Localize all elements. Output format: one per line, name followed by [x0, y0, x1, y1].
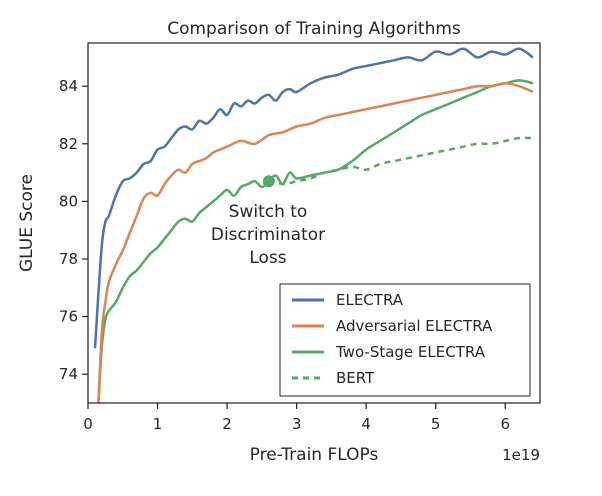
x-axis-multiplier: 1e19 — [502, 446, 540, 464]
y-tick-label: 76 — [59, 308, 78, 326]
y-tick-label: 84 — [59, 77, 78, 95]
legend-label-bert: BERT — [336, 369, 375, 387]
y-tick-label: 78 — [59, 250, 78, 268]
y-tick-label: 80 — [59, 192, 78, 210]
annotation-line: Loss — [249, 248, 286, 268]
annotation-line: Discriminator — [211, 225, 325, 245]
x-tick-label: 4 — [361, 415, 371, 433]
x-tick-label: 5 — [431, 415, 441, 433]
plot-frame — [87, 42, 541, 404]
x-axis-label: Pre-Train FLOPs — [250, 445, 379, 465]
y-tick-label: 74 — [59, 365, 78, 383]
series-line-bert — [268, 136, 534, 186]
legend-label-electra: ELECTRA — [336, 291, 404, 309]
series-line-two-stage-electra — [97, 79, 534, 403]
annotation-line: Switch to — [229, 202, 308, 222]
switch-point-marker — [262, 175, 275, 188]
legend-box — [279, 283, 531, 397]
series-line-electra — [93, 47, 534, 349]
x-tick-label: 1 — [153, 415, 163, 433]
legend-label-two-stage-electra: Two-Stage ELECTRA — [335, 343, 486, 361]
legend-label-adversarial-electra: Adversarial ELECTRA — [336, 317, 493, 335]
y-tick-label: 82 — [59, 135, 78, 153]
y-axis-label: GLUE Score — [17, 174, 37, 272]
chart-title: Comparison of Training Algorithms — [167, 19, 461, 39]
series-line-adversarial-electra — [97, 82, 534, 403]
x-tick-label: 2 — [222, 415, 232, 433]
x-tick-label: 3 — [292, 415, 302, 433]
x-tick-label: 0 — [83, 415, 93, 433]
x-tick-label: 6 — [500, 415, 510, 433]
